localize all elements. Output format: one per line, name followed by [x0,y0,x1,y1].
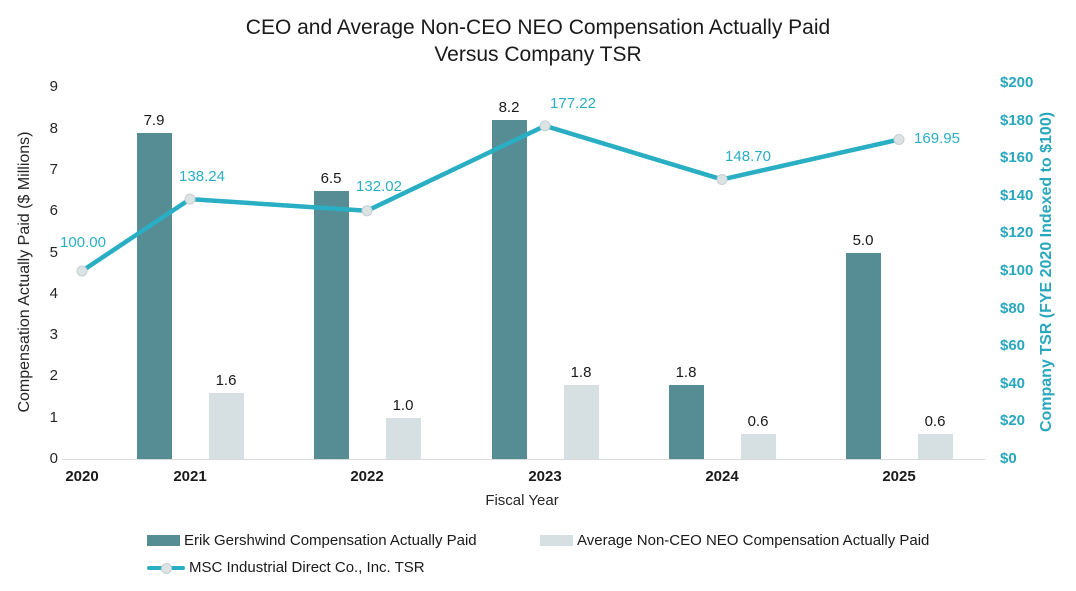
chart-title-line-1: CEO and Average Non-CEO NEO Compensation… [245,16,831,39]
x-axis-tick-label: 2020 [65,468,99,485]
legend-item-neo: Average Non-CEO NEO Compensation Actuall… [540,532,930,549]
legend-label-neo: Average Non-CEO NEO Compensation Actuall… [577,532,930,549]
bar-neo [563,384,599,459]
bar-neo [917,434,953,459]
chart-title-line-2: Versus Company TSR [434,43,642,66]
bar-value-label: 7.9 [143,111,165,129]
legend-swatch-neo [540,535,573,546]
bar-neo [740,434,776,459]
tsr-value-label: 148.70 [725,148,771,166]
right-y-axis-tick-label: $80 [1000,299,1026,317]
bar-ceo [845,252,881,459]
right-y-axis-tick-label: $40 [1000,374,1026,392]
right-y-axis-tick-label: $20 [1000,412,1026,430]
legend-swatch-tsr-line [147,562,185,574]
bar-value-label: 1.6 [215,371,237,389]
x-axis-tick-label: 2021 [173,468,207,485]
right-y-axis-tick-label: $140 [1000,186,1034,204]
tsr-marker [539,120,551,132]
tsr-value-label: 138.24 [179,168,225,186]
right-y-axis-tick-label: $120 [1000,224,1034,242]
bar-ceo [668,384,704,459]
legend-swatch-ceo [147,535,180,546]
legend-item-ceo: Erik Gershwind Compensation Actually Pai… [147,532,477,549]
left-y-axis-tick-label: 3 [49,326,58,344]
bar-neo [385,417,421,459]
chart-title: CEO and Average Non-CEO NEO Compensation… [0,14,1076,68]
left-y-axis-tick-label: 8 [49,119,58,137]
legend-label-ceo: Erik Gershwind Compensation Actually Pai… [184,532,477,549]
tsr-marker [893,133,905,145]
right-y-axis-tick-label: $180 [1000,111,1034,129]
right-y-axis-tick-label: $100 [1000,262,1034,279]
bar-value-label: 1.0 [392,396,414,414]
tsr-value-label: 132.02 [356,177,402,195]
x-axis-tick-label: 2022 [350,468,384,485]
tsr-marker [361,205,373,217]
legend-item-tsr: MSC Industrial Direct Co., Inc. TSR [147,559,425,576]
left-y-axis-tick-label: 9 [49,78,58,96]
bar-value-label: 1.8 [570,363,592,381]
bar-ceo [136,132,172,459]
tsr-line [79,123,902,274]
x-axis-tick-label: 2024 [705,468,739,485]
bar-value-label: 0.6 [924,413,946,431]
bar-ceo [491,120,527,459]
tsr-value-label: 100.00 [60,234,106,251]
right-y-axis-tick-label: $160 [1000,149,1034,167]
bar-value-label: 0.6 [747,413,769,431]
left-y-axis-tick-label: 7 [49,160,58,178]
right-y-axis-tick-label: $0 [1000,450,1017,467]
tsr-marker [184,193,196,205]
tsr-value-label: 177.22 [550,94,596,112]
x-axis-line [62,459,985,460]
left-y-axis-tick-label: 6 [49,202,58,220]
tsr-marker [716,173,728,185]
bar-neo [208,392,244,459]
x-axis-title: Fiscal Year [485,492,559,509]
right-y-axis-tick-label: $60 [1000,337,1026,355]
left-y-axis-tick-label: 4 [49,284,58,302]
x-axis-tick-label: 2025 [882,468,916,485]
left-y-axis-tick-label: 1 [49,408,58,426]
legend-tsr-marker-dot [161,563,172,574]
bar-value-label: 1.8 [675,363,697,381]
bar-ceo [313,190,349,459]
bar-value-label: 5.0 [852,231,874,249]
tsr-marker [76,265,88,277]
x-axis-tick-label: 2023 [528,468,562,485]
left-y-axis-tick-label: 0 [49,450,58,467]
bar-value-label: 6.5 [320,169,342,187]
bar-value-label: 8.2 [498,99,520,117]
left-y-axis-tick-label: 2 [49,367,58,385]
left-y-axis-tick-label: 5 [49,243,58,261]
tsr-value-label: 169.95 [914,130,960,148]
right-y-axis-tick-label: $200 [1000,74,1034,91]
legend-label-tsr: MSC Industrial Direct Co., Inc. TSR [189,559,425,576]
